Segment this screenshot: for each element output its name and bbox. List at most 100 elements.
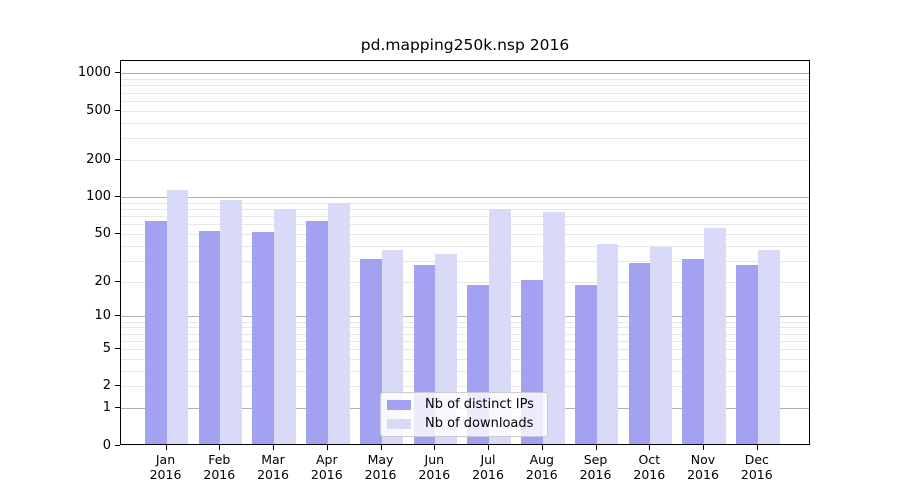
x-tick-label: Dec 2016	[727, 452, 787, 482]
x-tick-year-label: 2016	[149, 467, 182, 482]
bar-downloads	[596, 244, 619, 444]
minor-gridline	[121, 233, 809, 235]
bar-distinct-ips	[682, 259, 704, 444]
y-tick-label: 200	[86, 151, 111, 167]
y-tick-mark	[115, 109, 120, 111]
legend: Nb of distinct IPs Nb of downloads	[380, 392, 548, 437]
y-tick-mark	[115, 72, 120, 74]
x-tick-mark	[219, 445, 221, 450]
x-tick-year-label: 2016	[364, 467, 397, 482]
minor-gridline	[121, 260, 809, 262]
x-tick-mark	[649, 445, 651, 450]
y-tick-label: 500	[86, 102, 111, 118]
y-tick-mark	[115, 315, 120, 317]
bar-downloads	[489, 208, 511, 444]
bar-downloads	[704, 228, 726, 444]
y-tick-mark	[115, 385, 120, 387]
minor-gridline	[121, 349, 809, 350]
minor-gridline	[121, 208, 809, 210]
minor-gridline	[121, 281, 809, 283]
x-tick-mark	[273, 445, 274, 450]
x-tick-year-label: 2016	[203, 467, 236, 482]
y-tick-label: 10	[94, 308, 111, 324]
y-tick-mark	[115, 196, 120, 197]
bar-downloads	[220, 199, 242, 444]
x-tick-year-label: 2016	[418, 467, 451, 482]
x-tick-year-label: 2016	[579, 467, 612, 482]
x-tick-mark	[541, 445, 543, 450]
minor-gridline	[121, 358, 809, 360]
y-tick-mark	[115, 407, 120, 409]
bar-distinct-ips	[736, 264, 758, 444]
bar-downloads	[166, 189, 189, 444]
x-tick-label: Mar 2016	[243, 452, 303, 482]
legend-swatch-downloads	[387, 419, 411, 429]
minor-gridline	[121, 85, 809, 87]
x-tick-mark	[380, 445, 382, 450]
minor-gridline	[121, 122, 809, 124]
bar-distinct-ips	[574, 285, 597, 444]
x-tick-label: Feb 2016	[189, 452, 249, 482]
minor-gridline	[121, 159, 809, 161]
minor-gridline	[121, 110, 809, 112]
bar-distinct-ips	[306, 220, 328, 444]
minor-gridline	[121, 333, 809, 335]
legend-swatch-distinct-ips	[387, 400, 411, 410]
y-tick-label: 100	[86, 189, 111, 204]
y-tick-mark	[115, 232, 120, 234]
chart-title: pd.mapping250k.nsp 2016	[360, 36, 570, 54]
x-tick-label: May 2016	[351, 452, 411, 482]
x-tick-label: Apr 2016	[297, 452, 357, 482]
minor-gridline	[121, 92, 809, 94]
minor-gridline	[121, 224, 809, 226]
y-tick-mark	[115, 158, 120, 160]
minor-gridline	[121, 100, 809, 102]
x-tick-label: Jan 2016	[136, 452, 196, 482]
bar-downloads	[327, 202, 350, 444]
bar-distinct-ips	[628, 262, 651, 444]
bar-distinct-ips	[359, 259, 382, 444]
y-tick-mark	[115, 444, 120, 446]
bar-downloads	[542, 211, 565, 444]
y-tick-mark	[115, 280, 120, 282]
y-tick-label: 50	[94, 225, 111, 241]
x-tick-mark	[756, 445, 758, 450]
minor-gridline	[121, 245, 809, 247]
x-tick-mark	[326, 445, 328, 450]
legend-label-distinct-ips: Nb of distinct IPs	[425, 397, 534, 412]
bar-downloads	[757, 249, 780, 444]
x-tick-label: Nov 2016	[673, 452, 733, 482]
x-tick-year-label: 2016	[633, 467, 666, 482]
x-tick-year-label: 2016	[740, 467, 773, 482]
minor-gridline	[121, 386, 809, 388]
legend-item-distinct-ips: Nb of distinct IPs	[381, 397, 547, 413]
x-tick-label: Jun 2016	[404, 452, 464, 482]
y-tick-label: 1	[102, 400, 111, 416]
bar-distinct-ips	[198, 231, 221, 444]
x-tick-year-label: 2016	[472, 467, 504, 482]
minor-gridline	[121, 79, 809, 81]
y-tick-label: 20	[94, 273, 111, 289]
x-tick-year-label: 2016	[525, 467, 558, 482]
bar-downloads	[274, 208, 296, 444]
minor-gridline	[121, 202, 809, 204]
minor-gridline	[121, 215, 809, 217]
x-tick-label: Sep 2016	[566, 452, 626, 482]
x-tick-label: Jul 2016	[458, 452, 518, 482]
major-gridline	[121, 197, 809, 198]
minor-gridline	[121, 340, 809, 342]
x-tick-label: Oct 2016	[619, 452, 679, 482]
x-tick-mark	[703, 445, 704, 450]
bar-distinct-ips	[144, 220, 167, 444]
y-tick-label: 2	[102, 378, 111, 394]
minor-gridline	[121, 327, 809, 329]
x-tick-mark	[165, 445, 167, 450]
bar-downloads	[650, 246, 672, 444]
major-gridline	[121, 316, 809, 318]
legend-label-downloads: Nb of downloads	[425, 416, 534, 431]
y-tick-label: 0	[102, 437, 111, 453]
legend-item-downloads: Nb of downloads	[381, 416, 547, 432]
x-tick-mark	[595, 445, 597, 450]
minor-gridline	[121, 138, 809, 140]
